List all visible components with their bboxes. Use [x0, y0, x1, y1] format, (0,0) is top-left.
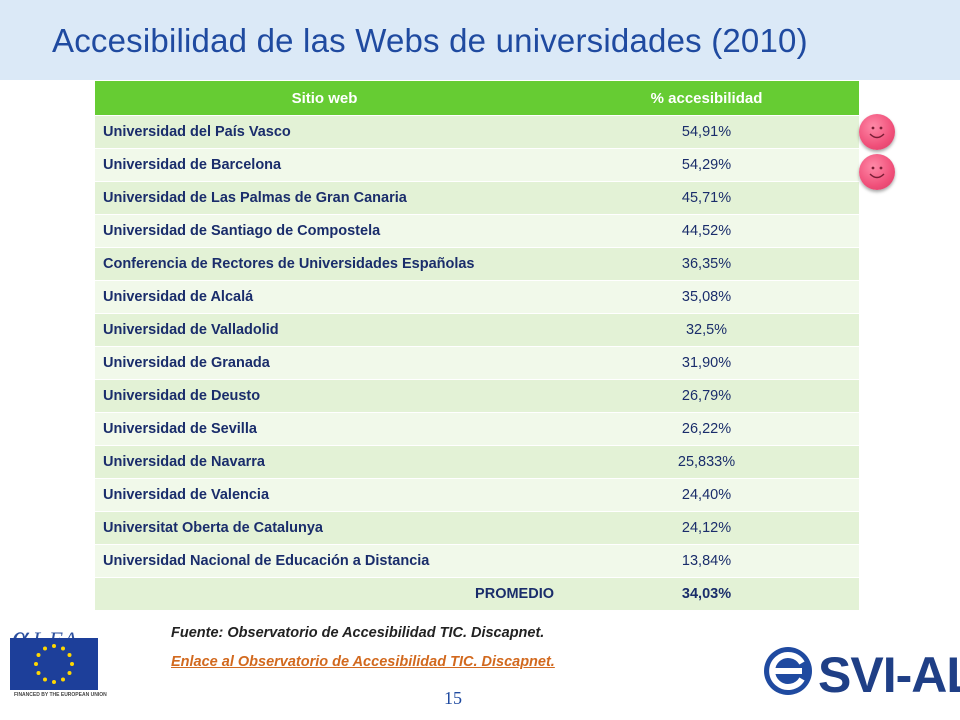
average-label: PROMEDIO — [95, 577, 554, 610]
accessibility-percent-cell: 44,52% — [554, 214, 859, 248]
accessibility-percent-cell: 35,08% — [554, 280, 859, 314]
accessibility-percent-cell: 13,84% — [554, 544, 859, 578]
site-name-cell: Universidad de Valladolid — [95, 313, 554, 347]
title-band — [0, 0, 960, 80]
eu-flag-icon — [10, 638, 98, 690]
smiley-icon — [859, 154, 895, 190]
site-name-cell: Universidad de Navarra — [95, 445, 554, 479]
accessibility-percent-cell: 26,22% — [554, 412, 859, 446]
site-name-cell: Universitat Oberta de Catalunya — [95, 511, 554, 545]
site-name-cell: Universidad del País Vasco — [95, 115, 554, 149]
accessibility-percent-cell: 31,90% — [554, 346, 859, 380]
accessibility-percent-cell: 45,71% — [554, 181, 859, 215]
page-number: 15 — [444, 688, 462, 708]
table-body: Universidad del País Vasco 54,91% Universi… — [95, 115, 859, 610]
accessibility-percent-cell: 24,12% — [554, 511, 859, 545]
accessibility-percent-cell: 36,35% — [554, 247, 859, 281]
table-row: Universidad del País Vasco 54,91% — [95, 115, 859, 149]
site-name-cell: Universidad de Las Palmas de Gran Canari… — [95, 181, 554, 215]
table-row: Universidad de Granada 31,90% — [95, 346, 859, 380]
svial-logo-text: SVI-AL — [818, 647, 960, 703]
table-row: Conferencia de Rectores de Universidades… — [95, 247, 859, 281]
column-header-site: Sitio web — [95, 81, 554, 116]
page-title: Accesibilidad de las Webs de universidad… — [52, 22, 808, 59]
accessibility-percent-cell: 25,833% — [554, 445, 859, 479]
site-name-cell: Universidad de Barcelona — [95, 148, 554, 182]
table-row: Universidad de Barcelona 54,29% — [95, 148, 859, 182]
table-row: Universidad de Las Palmas de Gran Canari… — [95, 181, 859, 215]
accessibility-table: Sitio web % accesibilidad Universidad de… — [95, 81, 859, 610]
site-name-cell: Universidad de Santiago de Compostela — [95, 214, 554, 248]
table-row: Universidad de Alcalá 35,08% — [95, 280, 859, 314]
accessibility-percent-cell: 24,40% — [554, 478, 859, 512]
site-name-cell: Universidad de Valencia — [95, 478, 554, 512]
site-name-cell: Universidad de Deusto — [95, 379, 554, 413]
table-row: Universidad de Sevilla 26,22% — [95, 412, 859, 446]
site-name-cell: Universidad de Granada — [95, 346, 554, 380]
accessibility-percent-cell: 54,91% — [554, 115, 859, 149]
table-row: Universidad de Valencia 24,40% — [95, 478, 859, 512]
smiley-icon — [859, 114, 895, 150]
column-header-percent: % accesibilidad — [554, 81, 859, 116]
table-row: Universidad Nacional de Educación a Dist… — [95, 544, 859, 578]
average-value: 34,03% — [554, 577, 859, 610]
eu-caption: FINANCED BY THE EUROPEAN UNION — [14, 692, 107, 698]
site-name-cell: Conferencia de Rectores de Universidades… — [95, 247, 554, 281]
table-row: Universidad de Deusto 26,79% — [95, 379, 859, 413]
source-note: Fuente: Observatorio de Accesibilidad TI… — [171, 625, 545, 641]
accessibility-percent-cell: 26,79% — [554, 379, 859, 413]
table-row: Universitat Oberta de Catalunya 24,12% — [95, 511, 859, 545]
site-name-cell: Universidad de Sevilla — [95, 412, 554, 446]
observatorio-link[interactable]: Enlace al Observatorio de Accesibilidad … — [171, 654, 555, 670]
svial-e-icon — [764, 647, 812, 695]
table-header-row: Sitio web % accesibilidad — [95, 81, 859, 116]
accessibility-percent-cell: 54,29% — [554, 148, 859, 182]
site-name-cell: Universidad Nacional de Educación a Dist… — [95, 544, 554, 578]
average-row: PROMEDIO 34,03% — [95, 577, 859, 610]
accessibility-table-container: Sitio web % accesibilidad Universidad de… — [95, 81, 859, 610]
table-row: Universidad de Santiago de Compostela 44,… — [95, 214, 859, 248]
accessibility-percent-cell: 32,5% — [554, 313, 859, 347]
table-row: Universidad de Valladolid 32,5% — [95, 313, 859, 347]
site-name-cell: Universidad de Alcalá — [95, 280, 554, 314]
table-row: Universidad de Navarra 25,833% — [95, 445, 859, 479]
